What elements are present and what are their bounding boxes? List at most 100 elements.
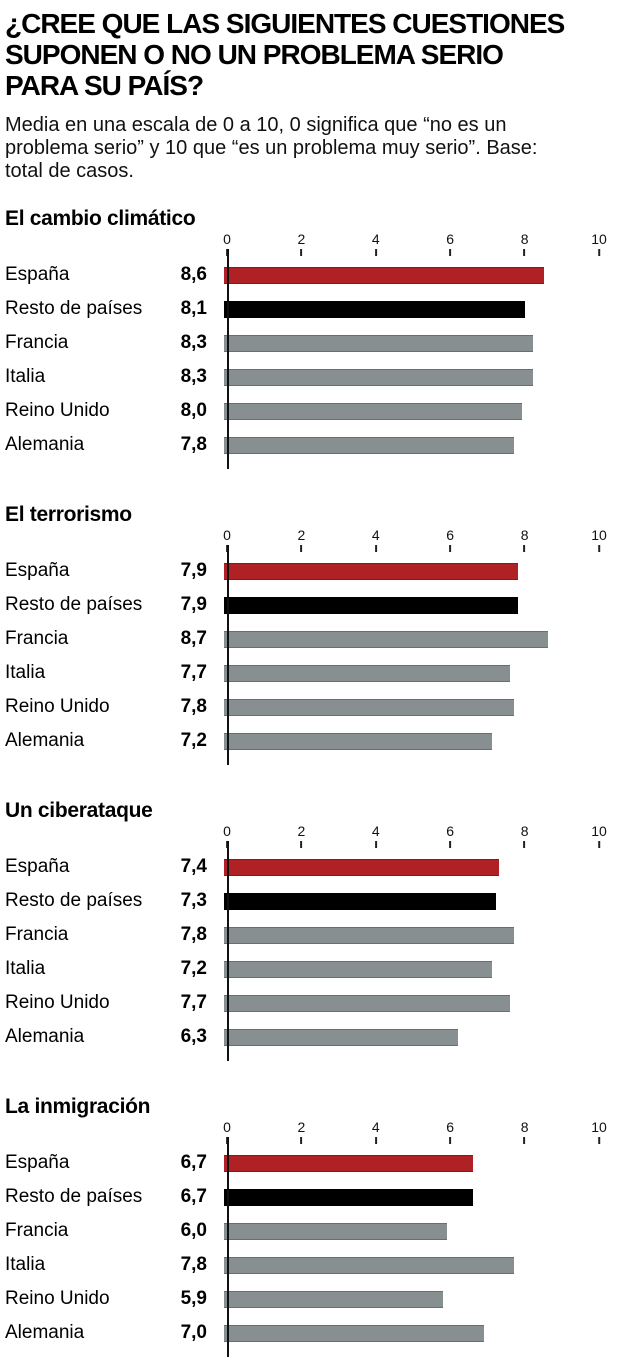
bar (224, 664, 511, 682)
bar-row: Resto de países 7,3 (0, 884, 623, 918)
axis-tick-mark (449, 1137, 452, 1144)
axis-tick-label: 8 (520, 231, 529, 247)
axis-tick-label: 2 (297, 1119, 306, 1135)
axis-tick: 0 (223, 1120, 231, 1144)
bar (224, 1154, 474, 1172)
value-label: 8,0 (180, 400, 207, 421)
country-label: Francia (5, 628, 69, 649)
country-label: Alemania (5, 1322, 85, 1343)
axis-tick: 6 (446, 232, 454, 256)
section-title: El cambio climático (5, 207, 196, 230)
axis-tick: 2 (297, 232, 305, 256)
country-label: Reino Unido (5, 696, 110, 717)
bar-track (222, 402, 594, 420)
axis-tick-mark (225, 841, 228, 848)
axis-tick: 10 (591, 528, 607, 552)
bar-track (222, 892, 594, 910)
value-label: 7,4 (180, 856, 207, 877)
bar-row: España 7,4 (0, 850, 623, 884)
value-label: 8,1 (180, 298, 207, 319)
axis-tick-mark (597, 249, 600, 256)
axis-tick-mark (225, 1137, 228, 1144)
axis-tick-mark (449, 841, 452, 848)
bar-row: Italia 7,7 (0, 656, 623, 690)
axis-tick: 10 (591, 824, 607, 848)
axis-tick-mark (523, 249, 526, 256)
x-axis: 0 2 4 6 8 10 (223, 823, 607, 850)
country-label: España (5, 264, 70, 285)
bar (224, 630, 548, 648)
country-label: Francia (5, 1220, 69, 1241)
bar-rows: España 6,7 Resto de países 6,7 Francia 6… (0, 1146, 623, 1350)
bar (224, 960, 492, 978)
axis-tick-label: 6 (446, 1119, 455, 1135)
subtitle-line: Media en una escala de 0 a 10, 0 signifi… (5, 114, 507, 136)
bar (224, 1256, 515, 1274)
bar-row: Alemania 7,0 (0, 1316, 623, 1350)
bar (224, 266, 544, 284)
axis-tick-label: 8 (520, 823, 529, 839)
y-axis-line (227, 249, 229, 469)
y-axis-line (227, 1137, 229, 1357)
y-axis-line (227, 841, 229, 1061)
axis-tick-mark (449, 249, 452, 256)
country-label: Italia (5, 1254, 46, 1275)
value-label: 6,7 (180, 1152, 207, 1173)
y-axis-line (227, 545, 229, 765)
axis-tick-mark (300, 545, 303, 552)
bar (224, 1222, 448, 1240)
axis-tick-label: 2 (297, 231, 306, 247)
axis-tick-mark (597, 841, 600, 848)
country-label: Resto de países (5, 890, 143, 911)
country-label: Italia (5, 662, 46, 683)
bar-track (222, 1154, 594, 1172)
country-label: España (5, 560, 70, 581)
bar-track (222, 1222, 594, 1240)
axis-tick-label: 6 (446, 231, 455, 247)
bar-chart: 0 2 4 6 8 10 España 6,7 Resto de países 6,7 F… (0, 1120, 623, 1357)
axis-tick-label: 4 (371, 527, 380, 543)
axis-tick-label: 6 (446, 823, 455, 839)
axis-tick: 6 (446, 824, 454, 848)
country-label: Francia (5, 332, 69, 353)
bar-row: España 7,9 (0, 554, 623, 588)
bar-chart: 0 2 4 6 8 10 España 7,4 Resto de países 7,3 F… (0, 824, 623, 1061)
axis-tick: 0 (223, 232, 231, 256)
axis-tick: 8 (520, 231, 529, 256)
section-title: Un ciberataque (5, 799, 153, 822)
axis-tick: 0 (223, 824, 231, 848)
bar-track (222, 300, 594, 318)
subtitle-line: total de casos. (5, 160, 134, 182)
country-label: Italia (5, 958, 46, 979)
bar-row: Francia 7,8 (0, 918, 623, 952)
axis-tick: 8 (520, 527, 529, 552)
value-label: 7,0 (180, 1322, 207, 1343)
axis-tick-label: 0 (223, 823, 231, 839)
axis-tick-mark (225, 545, 228, 552)
title-line: PARA SU PAÍS? (5, 70, 204, 101)
axis-tick-label: 6 (446, 527, 455, 543)
bar-row: Italia 8,3 (0, 360, 623, 394)
axis-tick: 4 (372, 824, 380, 848)
axis-tick-label: 8 (520, 527, 529, 543)
value-label: 7,9 (180, 594, 207, 615)
axis-tick-mark (300, 1137, 303, 1144)
x-axis: 0 2 4 6 8 10 (223, 527, 607, 554)
value-label: 7,8 (180, 924, 207, 945)
axis-tick-mark (523, 841, 526, 848)
axis-tick: 0 (223, 528, 231, 552)
axis-tick-label: 10 (591, 527, 607, 543)
value-label: 6,3 (180, 1026, 207, 1047)
bar-track (222, 630, 594, 648)
bar-track (222, 436, 594, 454)
section-title: La inmigración (5, 1095, 151, 1118)
axis-tick-mark (225, 249, 228, 256)
bar (224, 994, 511, 1012)
bar-row: Alemania 7,8 (0, 428, 623, 462)
axis-tick-label: 10 (591, 231, 607, 247)
bar (224, 1028, 459, 1046)
value-label: 5,9 (180, 1288, 207, 1309)
bar-rows: España 7,4 Resto de países 7,3 Francia 7… (0, 850, 623, 1054)
bar-row: Resto de países 6,7 (0, 1180, 623, 1214)
axis-tick: 10 (591, 1120, 607, 1144)
